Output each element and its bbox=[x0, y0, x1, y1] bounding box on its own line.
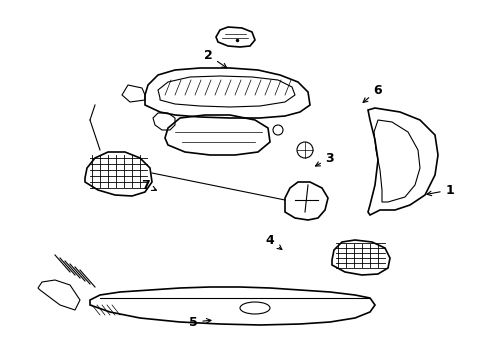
Text: 4: 4 bbox=[265, 234, 281, 249]
Text: 3: 3 bbox=[315, 152, 334, 166]
Text: 2: 2 bbox=[203, 49, 226, 68]
Text: 7: 7 bbox=[141, 179, 156, 192]
Text: 6: 6 bbox=[363, 84, 382, 103]
Text: 5: 5 bbox=[188, 315, 210, 328]
Text: 1: 1 bbox=[426, 184, 453, 197]
